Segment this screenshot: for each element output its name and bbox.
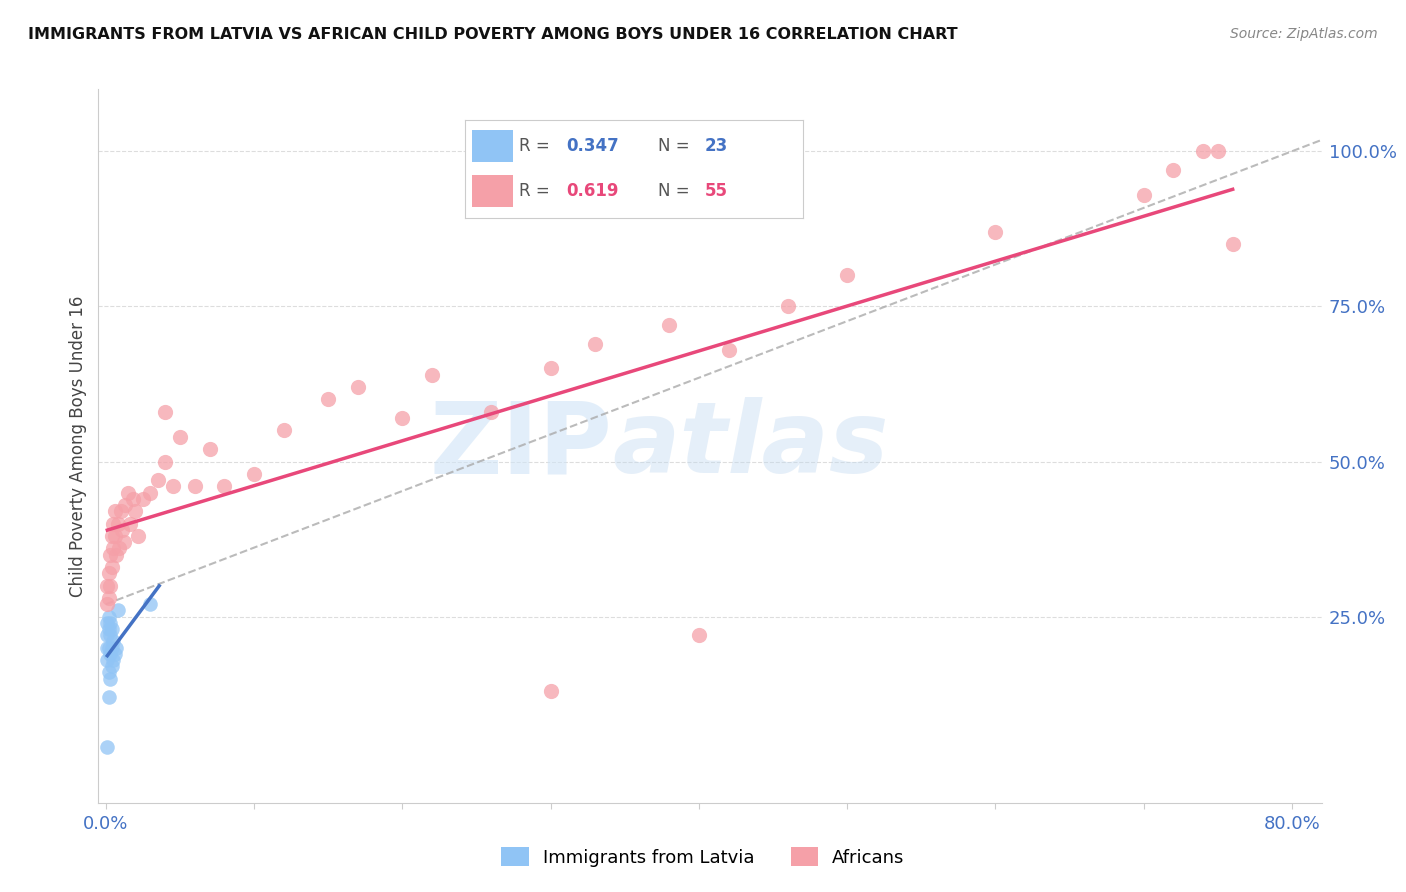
Point [96, 579, 118, 593]
Point [103, 516, 125, 531]
Text: 55: 55 [704, 182, 728, 200]
Point [139, 597, 162, 611]
Point [127, 529, 149, 543]
Point [118, 516, 141, 531]
Point [97, 640, 120, 655]
Point [717, 343, 740, 357]
Text: R =: R = [519, 137, 555, 155]
Point [273, 424, 295, 438]
Point [658, 318, 681, 332]
Point [107, 516, 129, 531]
Point [132, 491, 155, 506]
Text: 0.619: 0.619 [567, 182, 619, 200]
Point [105, 640, 128, 655]
Point [98, 548, 121, 562]
Point [479, 405, 502, 419]
Point [111, 523, 134, 537]
Point [391, 411, 413, 425]
Point [198, 442, 221, 456]
Y-axis label: Child Poverty Among Boys Under 16: Child Poverty Among Boys Under 16 [69, 295, 87, 597]
Point [98, 628, 121, 642]
Point [243, 467, 266, 481]
Point [1163, 162, 1185, 177]
Point [100, 659, 122, 673]
Point [96, 597, 118, 611]
Point [97, 609, 120, 624]
Text: 23: 23 [704, 137, 728, 155]
Point [540, 361, 562, 376]
Point [98, 672, 121, 686]
Point [105, 548, 128, 562]
Point [162, 479, 184, 493]
Point [776, 299, 799, 313]
Point [583, 336, 606, 351]
Point [984, 225, 1007, 239]
Point [153, 454, 176, 468]
Point [124, 504, 146, 518]
Text: R =: R = [519, 182, 555, 200]
Point [100, 560, 122, 574]
Text: N =: N = [658, 137, 695, 155]
Point [153, 405, 176, 419]
Point [146, 473, 169, 487]
Point [96, 615, 118, 630]
Point [97, 690, 120, 705]
Point [107, 603, 129, 617]
Point [98, 647, 121, 661]
Text: N =: N = [658, 182, 695, 200]
Point [110, 504, 132, 518]
Point [1222, 237, 1244, 252]
Point [96, 739, 118, 754]
Point [540, 684, 562, 698]
Point [688, 628, 710, 642]
Point [108, 541, 131, 556]
Point [104, 504, 127, 518]
Point [98, 615, 121, 630]
Point [184, 479, 207, 493]
Point [100, 529, 122, 543]
Point [103, 634, 125, 648]
Point [104, 529, 127, 543]
Point [169, 430, 191, 444]
Point [114, 498, 136, 512]
Legend: Immigrants from Latvia, Africans: Immigrants from Latvia, Africans [495, 840, 911, 874]
Point [214, 479, 236, 493]
Point [316, 392, 339, 407]
Point [121, 491, 143, 506]
Point [96, 628, 118, 642]
Point [347, 380, 370, 394]
Text: atlas: atlas [612, 398, 889, 494]
Point [1192, 145, 1215, 159]
Point [139, 485, 162, 500]
Point [103, 541, 125, 556]
Point [97, 566, 120, 581]
Point [117, 485, 139, 500]
Text: 0.347: 0.347 [567, 137, 620, 155]
Point [112, 535, 135, 549]
Point [96, 653, 118, 667]
Point [97, 665, 120, 680]
Point [100, 640, 122, 655]
Text: Source: ZipAtlas.com: Source: ZipAtlas.com [1230, 27, 1378, 41]
Point [103, 653, 125, 667]
Point [837, 268, 859, 283]
FancyBboxPatch shape [472, 176, 513, 207]
Point [104, 647, 127, 661]
FancyBboxPatch shape [472, 130, 513, 161]
Point [98, 579, 121, 593]
Point [96, 640, 118, 655]
Point [97, 591, 120, 605]
Point [100, 622, 122, 636]
Point [420, 368, 443, 382]
Point [1132, 187, 1154, 202]
Point [97, 622, 120, 636]
Text: ZIP: ZIP [429, 398, 612, 494]
Text: IMMIGRANTS FROM LATVIA VS AFRICAN CHILD POVERTY AMONG BOYS UNDER 16 CORRELATION : IMMIGRANTS FROM LATVIA VS AFRICAN CHILD … [28, 27, 957, 42]
Point [1206, 145, 1229, 159]
